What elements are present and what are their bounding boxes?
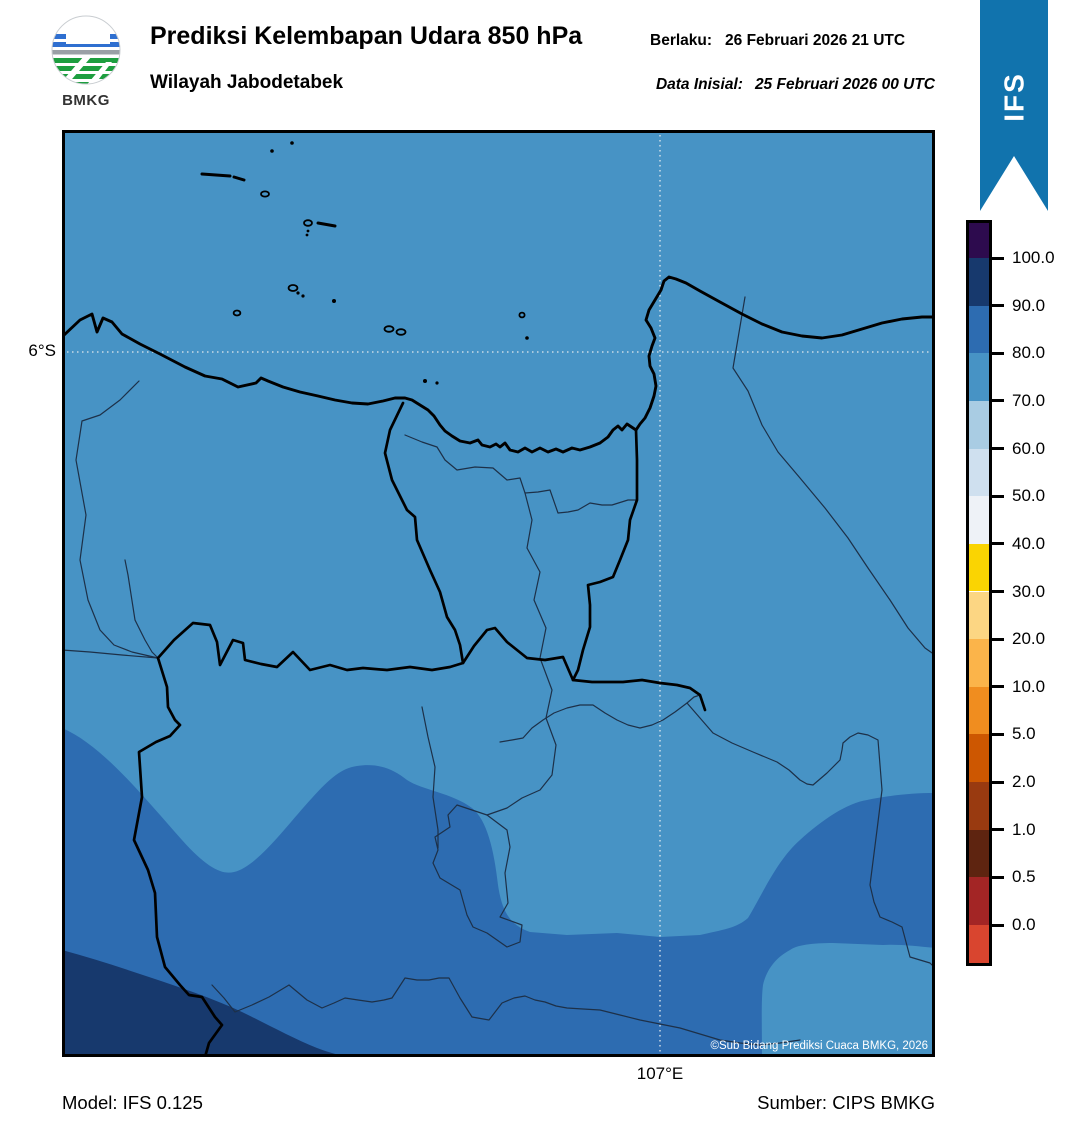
colorbar-tick (992, 923, 1004, 927)
ribbon-model-label: IFS (999, 72, 1030, 122)
colorbar-tick-label: 0.5 (1012, 867, 1036, 887)
colorbar-tick-label: 5.0 (1012, 724, 1036, 744)
colorbar-tick (992, 304, 1004, 308)
java-coastline (60, 275, 937, 454)
colorbar-segment (969, 543, 989, 592)
islands-group (200, 141, 529, 385)
source-footnote: Sumber: CIPS BMKG (757, 1092, 935, 1113)
colorbar-border (966, 220, 992, 966)
colorbar-tick (992, 685, 1004, 689)
ribbon-banner-shape (980, 0, 1048, 211)
colorbar-segment (969, 925, 989, 963)
colorbar-tick (992, 828, 1004, 832)
valid-time-value: 26 Februari 2026 21 UTC (725, 32, 906, 49)
colorbar-segment (969, 782, 989, 830)
colorbar-tick (992, 542, 1004, 546)
colorbar-tick (992, 780, 1004, 784)
province-boundaries (132, 401, 707, 1059)
colorbar-segment (969, 448, 989, 497)
valid-time-row: Berlaku: 26 Februari 2026 21 UTC (650, 32, 905, 50)
humidity-80-90-region (62, 728, 935, 1057)
colorbar-tick (992, 875, 1004, 879)
humidity-colorbar: 100.0 90.0 80.0 70.0 60.0 50.0 40.0 30.0 20.0 10.… (966, 220, 1078, 970)
region-subtitle: Wilayah Jabodetabek (150, 72, 344, 93)
bmkg-logo-label: BMKG (62, 92, 110, 109)
map-copyright: ©Sub Bidang Prediksi Cuaca BMKG, 2026 (710, 1040, 928, 1052)
colorbar-segment (969, 496, 989, 544)
colorbar-tick-label: 0.0 (1012, 915, 1036, 934)
colorbar-tick (992, 590, 1004, 593)
colorbar-tick-label: 70.0 (1012, 390, 1046, 410)
colorbar-segment (969, 639, 989, 687)
colorbar-tick (992, 732, 1004, 736)
forecast-map: ©Sub Bidang Prediksi Cuaca BMKG, 2026 (60, 130, 937, 1059)
page-title: Prediksi Kelembapan Udara 850 hPa (150, 22, 583, 50)
colorbar-tick (992, 351, 1004, 355)
graticule-gridlines (62, 130, 935, 1057)
colorbar-segment (969, 223, 989, 258)
colorbar-segment (969, 591, 989, 640)
colorbar-segment (969, 734, 989, 783)
colorbar-tick-label: 2.0 (1012, 772, 1036, 792)
colorbar-segment (969, 686, 989, 735)
colorbar-segment (969, 877, 989, 925)
colorbar-tick (992, 447, 1004, 451)
valid-time-label: Berlaku: (650, 32, 713, 49)
colorbar-segment (969, 400, 989, 449)
colorbar-tick (992, 494, 1004, 498)
latitude-label: 6°S (28, 341, 56, 360)
colorbar-tick-label: 90.0 (1012, 295, 1046, 315)
bmkg-logo: BMKG (48, 14, 124, 109)
initial-data-row: Data Inisial: 25 Februari 2026 00 UTC (656, 76, 935, 94)
colorbar-tick (992, 256, 1004, 260)
colorbar-segment (969, 829, 989, 878)
colorbar-segment (969, 305, 989, 354)
colorbar-tick (992, 637, 1004, 641)
colorbar-tick-label: 40.0 (1012, 533, 1046, 553)
map-canvas: ©Sub Bidang Prediksi Cuaca BMKG, 2026 (60, 130, 937, 1059)
initial-data-value: 25 Februari 2026 00 UTC (754, 76, 935, 93)
model-ribbon: IFS (980, 0, 1048, 212)
colorbar-tick-label: 30.0 (1012, 581, 1046, 601)
colorbar-tick-label: 10.0 (1012, 676, 1046, 696)
longitude-label: 107°E (636, 1064, 684, 1083)
regency-boundaries (61, 296, 936, 1046)
map-frame (62, 130, 935, 1057)
colorbar-tick-label: 100.0 (1012, 248, 1055, 267)
initial-data-label: Data Inisial: (655, 76, 743, 93)
model-footnote: Model: IFS 0.125 (62, 1092, 203, 1113)
colorbar-tick-label: 50.0 (1012, 486, 1046, 506)
colorbar-tick-label: 60.0 (1012, 438, 1046, 458)
colorbar-segment (969, 353, 989, 401)
colorbar-tick-label: 1.0 (1012, 819, 1036, 839)
colorbar-tick-label: 20.0 (1012, 629, 1046, 649)
bmkg-logo-icon (51, 15, 121, 85)
colorbar-tick (992, 399, 1004, 403)
colorbar-tick-label: 80.0 (1012, 343, 1046, 363)
colorbar-segment (969, 258, 989, 306)
